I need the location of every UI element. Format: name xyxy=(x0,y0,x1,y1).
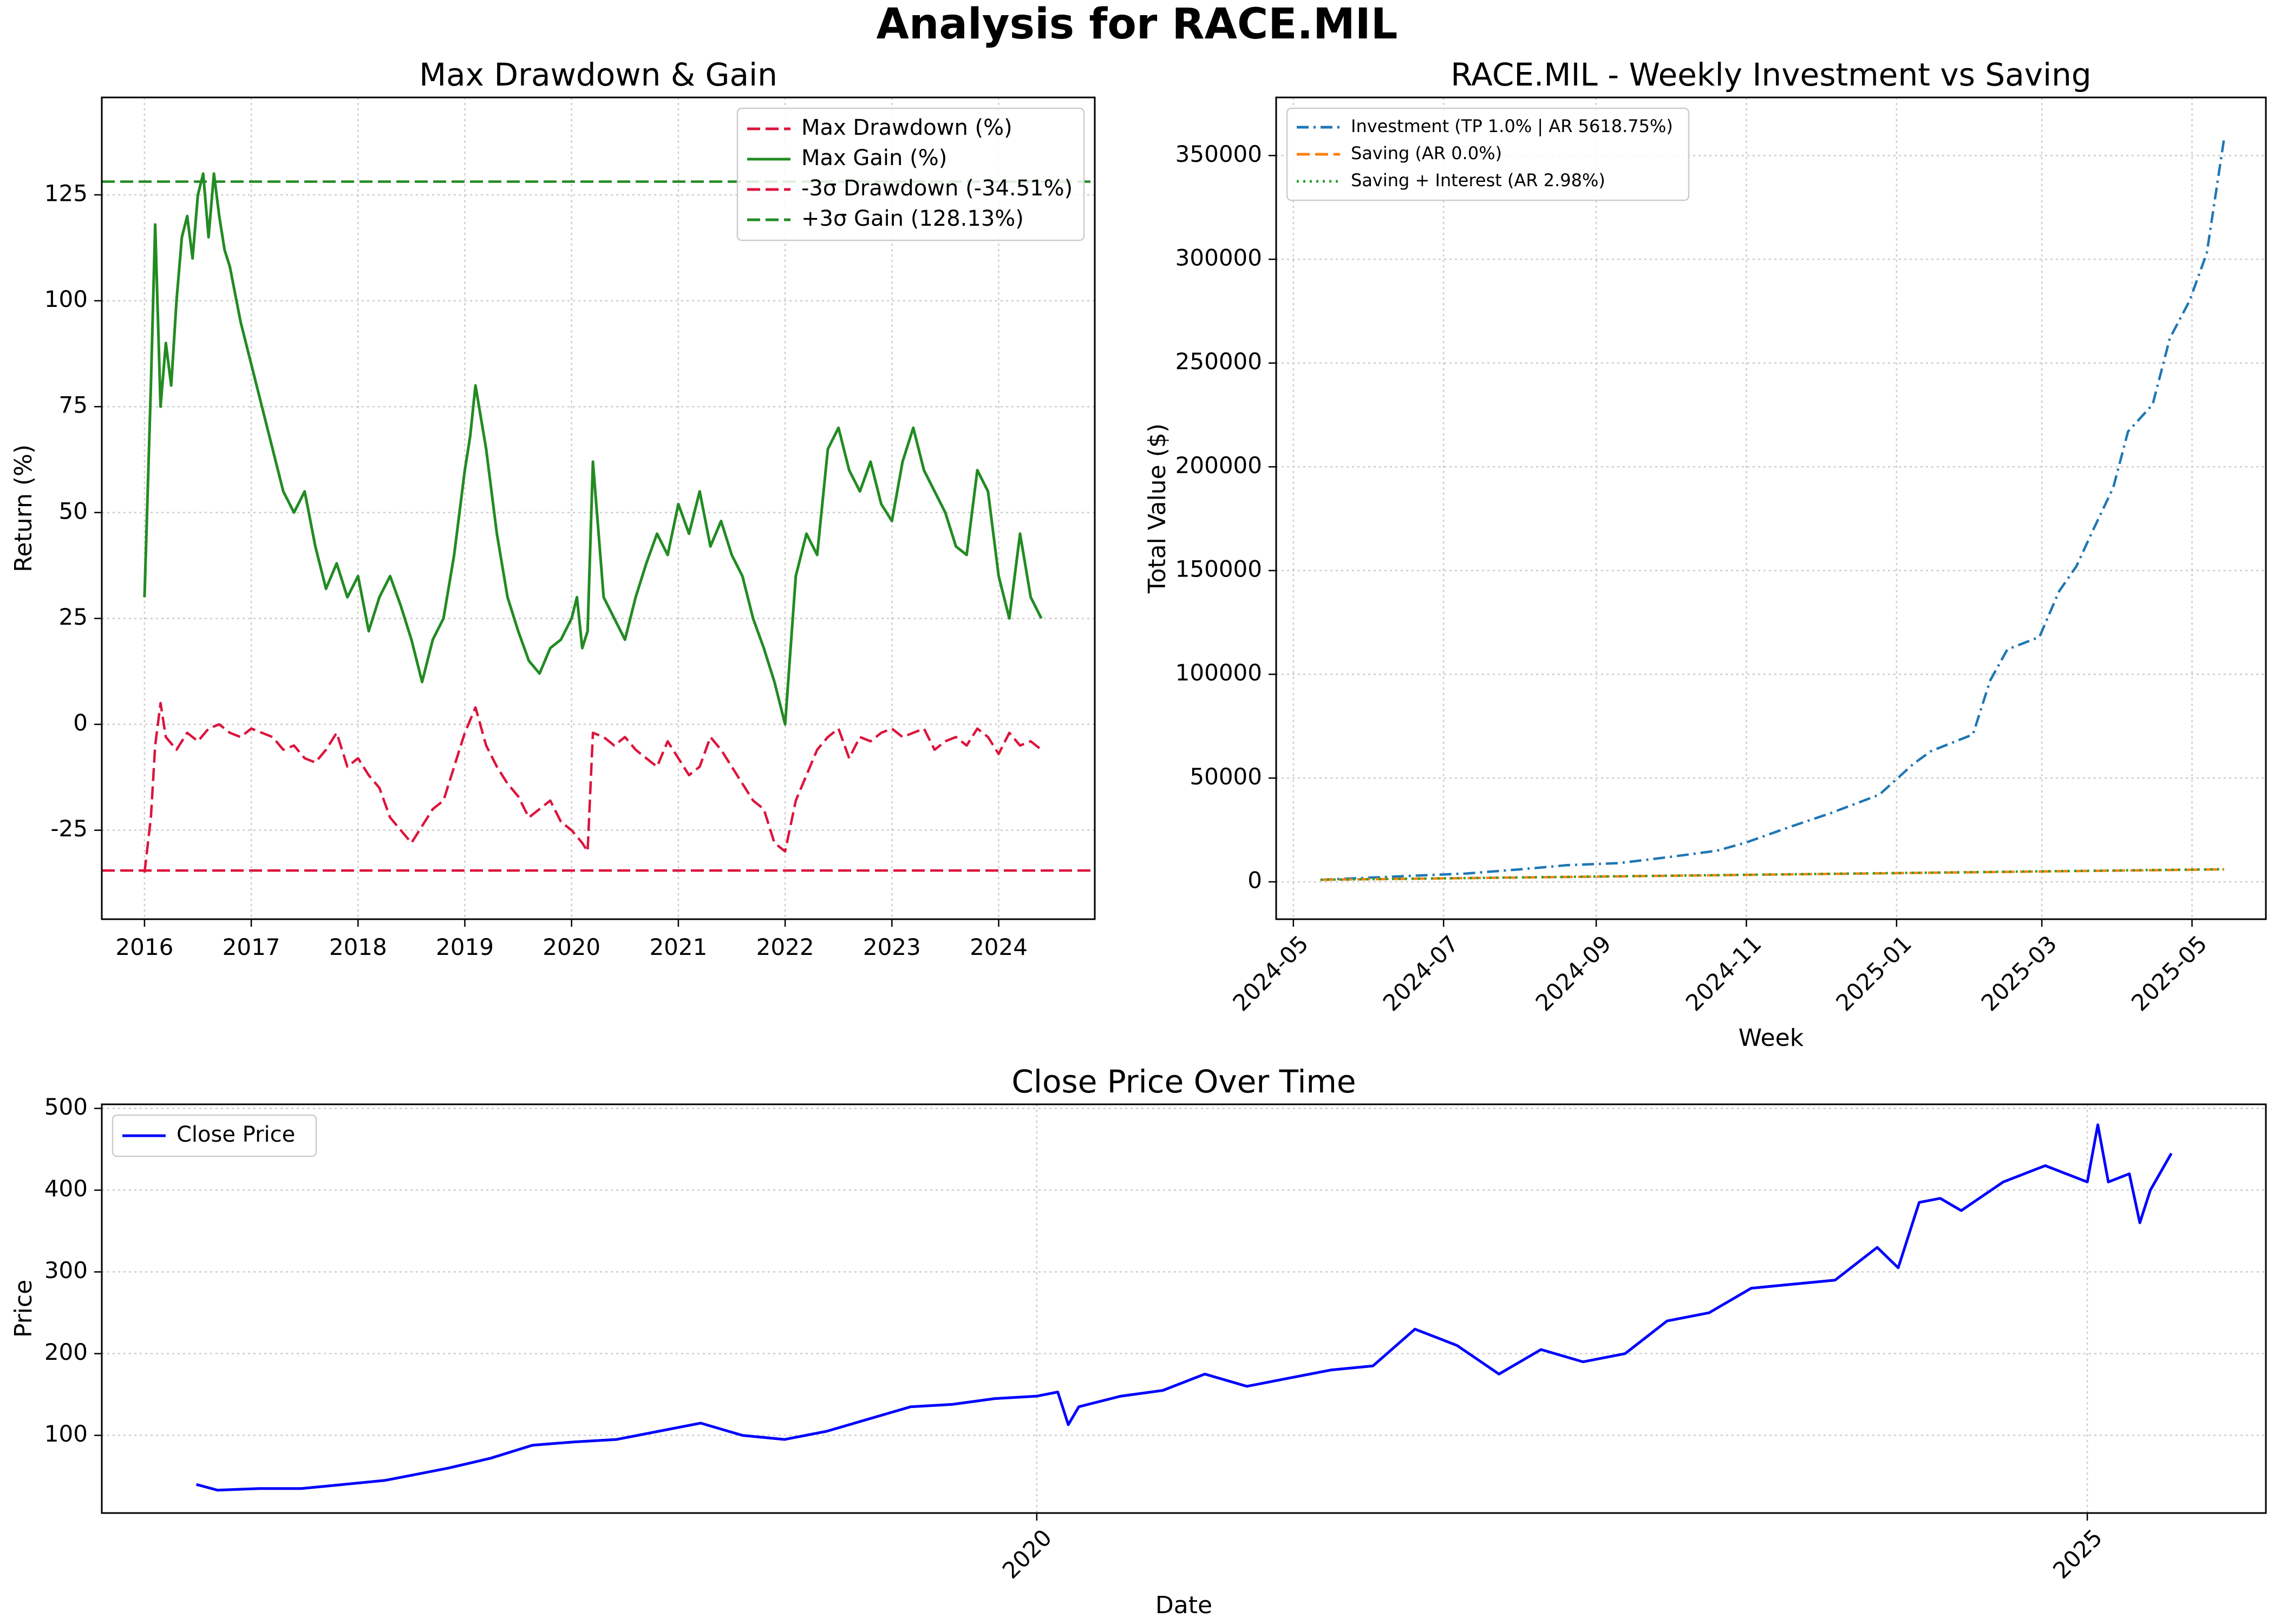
x-tick-label: 2020 xyxy=(997,1524,1057,1584)
chart-drawdown: Max Drawdown & Gain 2016 2017 2018 2019 2020 2… xyxy=(10,56,1096,960)
x-tick-label: 2025 xyxy=(2048,1524,2107,1584)
x-tick-label: 2016 xyxy=(115,934,173,960)
series-line xyxy=(143,172,1043,726)
legend-label: Saving + Interest (AR 2.98%) xyxy=(1351,170,1605,191)
legend-label: +3σ Gain (128.13%) xyxy=(801,206,1024,231)
chart-title: RACE.MIL - Weekly Investment vs Saving xyxy=(1450,56,2092,93)
y-tick-label: 300 xyxy=(44,1257,88,1284)
chart-investment: RACE.MIL - Weekly Investment vs Saving 20… xyxy=(1143,56,2267,1052)
legend: Investment (TP 1.0% | AR 5618.75%) Saving… xyxy=(1286,107,1690,201)
y-tick-label: 50 xyxy=(59,497,88,524)
x-tick-label: 2024-11 xyxy=(1681,931,1767,1017)
x-tick-label: 2019 xyxy=(436,934,494,960)
y-tick-label: 100 xyxy=(44,286,88,312)
y-tick-label: 100000 xyxy=(1175,659,1262,686)
series-line xyxy=(143,702,1042,873)
legend-label: Max Gain (%) xyxy=(801,146,947,171)
series-line xyxy=(1320,868,2224,881)
x-tick-label: 2024-05 xyxy=(1227,931,1314,1017)
plot-area xyxy=(195,1123,2173,1492)
x-tick-label: 2021 xyxy=(649,934,707,960)
x-tick-label: 2024 xyxy=(970,934,1028,960)
y-tick-label: 0 xyxy=(1247,867,1262,894)
plot-area xyxy=(1320,139,2225,881)
y-tick-label: 25 xyxy=(59,604,88,630)
series-line xyxy=(195,1123,2173,1492)
x-axis-label: Week xyxy=(1739,1024,1804,1052)
x-tick-label: 2025-01 xyxy=(1831,931,1917,1017)
y-tick-label: 125 xyxy=(44,180,88,206)
y-tick-label: 350000 xyxy=(1175,141,1262,167)
x-tick-label: 2025-03 xyxy=(1976,931,2062,1017)
x-tick-label: 2017 xyxy=(223,934,280,960)
x-tick-label: 2020 xyxy=(543,934,600,960)
y-tick-label: 500 xyxy=(44,1093,88,1120)
y-axis-label: Price xyxy=(10,1280,37,1338)
x-tick-label: 2023 xyxy=(863,934,921,960)
legend-label: Max Drawdown (%) xyxy=(801,115,1012,140)
y-tick-label: 400 xyxy=(44,1175,88,1202)
y-tick-label: 150000 xyxy=(1175,556,1262,582)
y-tick-label: 100 xyxy=(44,1420,88,1447)
legend-label: Close Price xyxy=(177,1122,295,1147)
y-tick-label: 250000 xyxy=(1175,348,1262,375)
y-tick-label: 50000 xyxy=(1190,763,1262,790)
legend-box xyxy=(112,1114,317,1157)
x-tick-label: 2024-09 xyxy=(1531,931,1617,1017)
chart-title: Close Price Over Time xyxy=(1011,1063,1356,1100)
legend-label: Investment (TP 1.0% | AR 5618.75%) xyxy=(1351,116,1673,136)
legend-label: -3σ Drawdown (-34.51%) xyxy=(801,176,1073,201)
y-tick-label: 200000 xyxy=(1175,452,1262,479)
y-tick-label: 300000 xyxy=(1175,245,1262,271)
x-tick-label: 2018 xyxy=(329,934,387,960)
axes-frame xyxy=(101,96,1096,920)
y-tick-label: 75 xyxy=(59,392,88,418)
y-tick-label: 0 xyxy=(73,710,88,736)
y-axis-label: Total Value ($) xyxy=(1143,423,1171,594)
x-axis-label: Date xyxy=(1155,1592,1212,1619)
legend-box xyxy=(736,107,1085,241)
figure-suptitle: Analysis for RACE.MIL xyxy=(876,0,1398,49)
y-axis-label: Return (%) xyxy=(10,444,37,572)
chart-close: Close Price Over Time 2020 2025 100 200 300 40… xyxy=(10,1063,2267,1619)
x-tick-label: 2025-05 xyxy=(2126,931,2212,1017)
series-line xyxy=(1320,139,2225,881)
plot-area xyxy=(102,172,1095,873)
y-tick-label: 200 xyxy=(44,1339,88,1365)
axes-frame xyxy=(101,1103,2267,1514)
legend-box xyxy=(1286,107,1690,201)
axes-frame xyxy=(1275,96,2267,920)
legend: Max Drawdown (%) Max Gain (%) -3σ Drawdown… xyxy=(736,107,1085,241)
x-tick-label: 2022 xyxy=(756,934,814,960)
x-tick-label: 2024-07 xyxy=(1378,931,1464,1017)
legend-label: Saving (AR 0.0%) xyxy=(1351,143,1502,163)
chart-title: Max Drawdown & Gain xyxy=(419,56,777,93)
y-tick-label: -25 xyxy=(50,815,88,842)
legend: Close Price xyxy=(112,1114,317,1157)
